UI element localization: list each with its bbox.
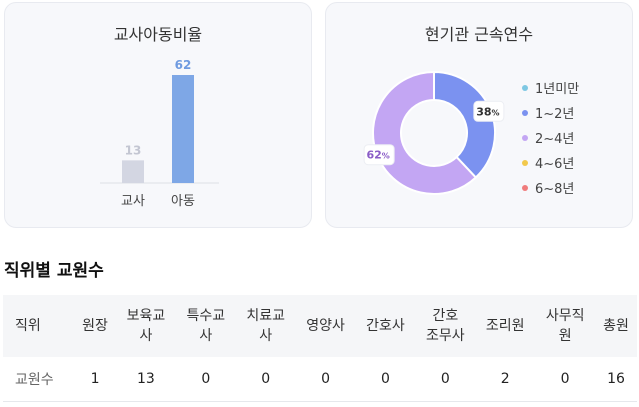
legend-label: 6~8년 xyxy=(535,182,575,197)
legend-item: 6~8년 xyxy=(522,175,579,200)
column-header: 사무직 원 xyxy=(535,295,596,357)
bar-value-label: 13 xyxy=(125,143,142,157)
legend-item: 4~6년 xyxy=(522,150,579,175)
bar-category-label: 아동 xyxy=(171,194,195,209)
legend-dot xyxy=(522,134,528,141)
tenure-card-title: 현기관 근속연수 xyxy=(424,25,534,44)
table-cell: 0 xyxy=(235,357,296,402)
svg-text:62%: 62% xyxy=(366,149,389,162)
tenure-legend: 1년미만 1~2년 2~4년 4~6년 6~8년 xyxy=(522,75,579,200)
staff-table-header: 직위 원장 보육교 사 특수교 사 치료교 사 영양사 간호사 간호 조무사 조리원 사무직 원 총원 xyxy=(3,295,637,357)
column-header: 치료교 사 xyxy=(235,295,296,357)
legend-label: 1~2년 xyxy=(535,107,575,122)
legend-item: 2~4년 xyxy=(522,125,579,150)
row-label: 교원수 xyxy=(3,357,75,402)
table-cell: 1 xyxy=(74,357,116,402)
legend-dot xyxy=(522,159,528,166)
table-cell: 0 xyxy=(175,357,236,402)
donut-value-label: 62% xyxy=(363,144,395,166)
donut-slice-1 xyxy=(433,70,496,179)
staff-section-title: 직위별 교원수 xyxy=(4,261,104,281)
table-cell: 0 xyxy=(535,357,596,402)
column-header: 영양사 xyxy=(295,295,356,357)
column-header: 특수교 사 xyxy=(175,295,236,357)
table-cell: 0 xyxy=(355,357,416,402)
table-cell: 0 xyxy=(295,357,356,402)
column-header: 간호사 xyxy=(355,295,416,357)
column-header: 보육교 사 xyxy=(115,295,176,357)
column-header: 원장 xyxy=(74,295,116,357)
legend-label: 1년미만 xyxy=(535,82,580,97)
ratio-card-title: 교사아동비율 xyxy=(113,25,203,44)
bar-value-label: 62 xyxy=(175,58,192,72)
legend-item: 1년미만 xyxy=(522,75,579,100)
column-header: 조리원 xyxy=(475,295,536,357)
ratio-bar-chart: 13 교사 62 아동 xyxy=(100,58,219,209)
table-row: 교원수 1 13 0 0 0 0 0 2 0 16 xyxy=(3,357,637,402)
bar-1 xyxy=(172,75,194,183)
legend-dot xyxy=(522,84,528,91)
column-header: 직위 xyxy=(3,295,75,357)
column-header: 총원 xyxy=(595,295,637,357)
tenure-donut-chart: 38% 62% xyxy=(363,70,505,195)
column-header: 간호 조무사 xyxy=(415,295,476,357)
table-cell: 16 xyxy=(595,357,637,402)
bar-0 xyxy=(122,160,144,183)
svg-text:38%: 38% xyxy=(476,105,499,118)
legend-label: 2~4년 xyxy=(535,132,575,147)
donut-slice-2 xyxy=(372,70,478,195)
legend-dot xyxy=(522,184,528,191)
donut-value-label: 38% xyxy=(473,100,505,122)
teacher-child-ratio-card: 교사아동비율 13 교사 62 아동 xyxy=(4,2,312,228)
tenure-card: 현기관 근속연수 38% 62% 1년미만 1~2년 2~4년 4~6년 6~8년 xyxy=(325,2,633,228)
legend-label: 4~6년 xyxy=(535,157,575,172)
legend-dot xyxy=(522,109,528,116)
staff-table: 직위 원장 보육교 사 특수교 사 치료교 사 영양사 간호사 간호 조무사 조리원 사무직 원 총원 교원수… xyxy=(3,295,637,402)
table-cell: 13 xyxy=(115,357,176,402)
legend-item: 1~2년 xyxy=(522,100,579,125)
bar-category-label: 교사 xyxy=(121,194,145,209)
table-cell: 2 xyxy=(475,357,536,402)
table-cell: 0 xyxy=(415,357,476,402)
